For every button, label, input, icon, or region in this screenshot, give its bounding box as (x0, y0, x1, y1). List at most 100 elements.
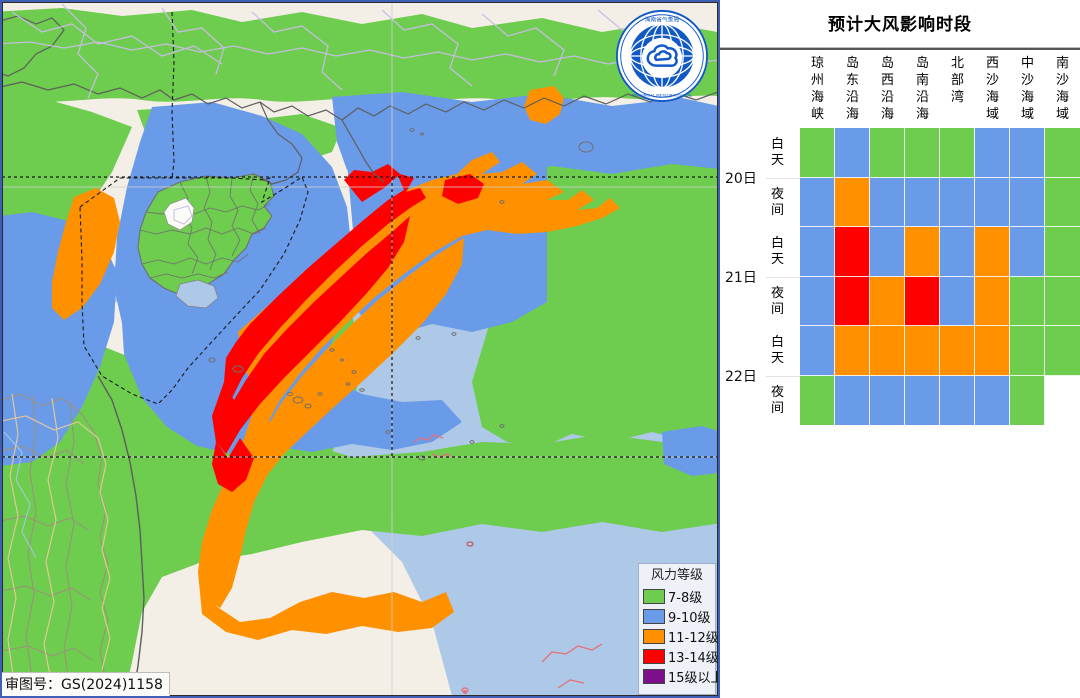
legend-item: 13-14级 (643, 646, 718, 666)
chart-title: 预计大风影响时段 (828, 15, 972, 35)
heatmap-cell[interactable] (940, 326, 975, 376)
half-day-label: 白天 (770, 136, 784, 168)
half-day-label: 夜间 (770, 285, 784, 317)
heatmap-cell[interactable] (1045, 276, 1080, 326)
day-group: 20日白天夜间 (720, 128, 800, 227)
heatmap-cell[interactable] (1045, 326, 1080, 376)
legend-swatch (643, 608, 665, 624)
heatmap-cell[interactable] (835, 128, 870, 178)
legend-label: 15级以上 (668, 670, 720, 686)
heatmap-cell[interactable] (800, 375, 835, 425)
heatmap-cell[interactable] (800, 276, 835, 326)
column-header: 岛南沿海 (915, 56, 929, 122)
heatmap-cell[interactable] (870, 326, 905, 376)
heatmap-cell[interactable] (1045, 177, 1080, 227)
heatmap-cell[interactable] (1010, 276, 1045, 326)
map-canvas (2, 2, 718, 696)
table-row (800, 326, 1080, 376)
heatmap-cell[interactable] (975, 276, 1010, 326)
heatmap-cell[interactable] (870, 128, 905, 178)
heatmap-cell[interactable] (905, 227, 940, 277)
heatmap-cell[interactable] (905, 128, 940, 178)
table-row (800, 276, 1080, 326)
column-header: 西沙海域 (985, 56, 999, 122)
table-row (800, 128, 1080, 178)
day-label: 20日 (725, 170, 757, 187)
day-label: 21日 (725, 269, 757, 286)
day-group: 22日白天夜间 (720, 326, 800, 425)
half-day-label: 白天 (770, 235, 784, 267)
hainan-meteorological-service-logo: 海南省气象局 PROVINCIAL METEOROLOGICAL (615, 9, 709, 103)
legend-title: 风力等级 (650, 568, 703, 583)
half-day-label-cell: 夜间 (766, 375, 800, 426)
heatmap-cell[interactable] (905, 177, 940, 227)
half-day-label-cell: 夜间 (766, 276, 800, 327)
half-day-label-cell: 白天 (766, 128, 800, 178)
half-day-label-cell: 白天 (766, 326, 800, 376)
legend-swatch (643, 668, 665, 684)
legend-rows: 7-8级 9-10级 11-12级 13-14级 15级以上 (643, 586, 718, 686)
heatmap-cell[interactable] (1045, 128, 1080, 178)
heatmap-cell[interactable] (905, 375, 940, 425)
wind-impact-heatmap[interactable]: 琼州海峡岛东沿海岛西沿海岛南沿海北部湾西沙海域中沙海域南沙海域 20日白天夜间 2… (720, 55, 1080, 435)
legend-item: 15级以上 (643, 666, 718, 686)
half-day-label: 夜间 (770, 186, 784, 218)
heatmap-cell[interactable] (870, 227, 905, 277)
heatmap-cell[interactable] (975, 375, 1010, 425)
table-row (800, 177, 1080, 227)
wind-scale-legend: 风力等级 7-8级 9-10级 11-12级 13-14级 15级以上 (638, 563, 718, 695)
heatmap-cell[interactable] (800, 128, 835, 178)
half-day-label: 夜间 (770, 384, 784, 416)
heatmap-cell[interactable] (835, 227, 870, 277)
column-header: 北部湾 (950, 56, 964, 105)
column-header: 中沙海域 (1020, 56, 1034, 122)
heatmap-cell[interactable] (975, 128, 1010, 178)
map-review-number: 审图号：GS(2024)1158 (2, 672, 170, 696)
heatmap-cell[interactable] (800, 326, 835, 376)
heatmap-cell[interactable] (835, 326, 870, 376)
table-row (800, 375, 1080, 425)
half-day-label: 白天 (770, 334, 784, 366)
heatmap-cell[interactable] (1010, 375, 1045, 425)
heatmap-cell[interactable] (940, 375, 975, 425)
legend-label: 11-12级 (668, 630, 719, 646)
heatmap-cell[interactable] (870, 177, 905, 227)
heatmap-cell[interactable] (1010, 227, 1045, 277)
heatmap-cells[interactable] (800, 128, 1080, 425)
heatmap-cell[interactable] (870, 276, 905, 326)
column-headers: 琼州海峡 岛东沿海 岛西沿海 岛南沿海 北部湾 西沙海域 中沙海域 南沙海域 (800, 55, 1080, 128)
heatmap-cell[interactable] (975, 326, 1010, 376)
svg-text:海南省气象局: 海南省气象局 (645, 15, 680, 23)
heatmap-cell[interactable] (835, 276, 870, 326)
svg-text:PROVINCIAL METEOROLOGICAL: PROVINCIAL METEOROLOGICAL (632, 92, 693, 97)
legend-swatch (643, 648, 665, 664)
legend-item: 11-12级 (643, 626, 718, 646)
heatmap-cell[interactable] (835, 177, 870, 227)
heatmap-cell[interactable] (940, 128, 975, 178)
legend-item: 9-10级 (643, 606, 711, 626)
heatmap-cell[interactable] (800, 227, 835, 277)
legend-label: 13-14级 (668, 650, 719, 666)
heatmap-cell[interactable] (905, 276, 940, 326)
heatmap-cell[interactable] (1010, 128, 1045, 178)
heatmap-cell[interactable] (800, 177, 835, 227)
title-divider (720, 47, 1080, 50)
heatmap-cell[interactable] (940, 177, 975, 227)
heatmap-cell[interactable] (940, 227, 975, 277)
heatmap-cell[interactable] (870, 375, 905, 425)
heatmap-cell[interactable] (1045, 227, 1080, 277)
half-day-label-cell: 白天 (766, 227, 800, 277)
column-header: 岛东沿海 (845, 56, 859, 122)
heatmap-cell[interactable] (940, 276, 975, 326)
half-day-label-cell: 夜间 (766, 177, 800, 228)
heatmap-cell[interactable] (975, 177, 1010, 227)
heatmap-cell[interactable] (835, 375, 870, 425)
heatmap-cell[interactable] (905, 326, 940, 376)
wind-forecast-map[interactable]: 海南省气象局 PROVINCIAL METEOROLOGICAL 风力等级 7-… (0, 0, 720, 698)
heatmap-cell[interactable] (1045, 375, 1080, 425)
table-row (800, 227, 1080, 277)
row-headers: 20日白天夜间 21日白天夜间 22日白天夜间 (720, 128, 800, 425)
heatmap-cell[interactable] (1010, 177, 1045, 227)
heatmap-cell[interactable] (1010, 326, 1045, 376)
heatmap-cell[interactable] (975, 227, 1010, 277)
